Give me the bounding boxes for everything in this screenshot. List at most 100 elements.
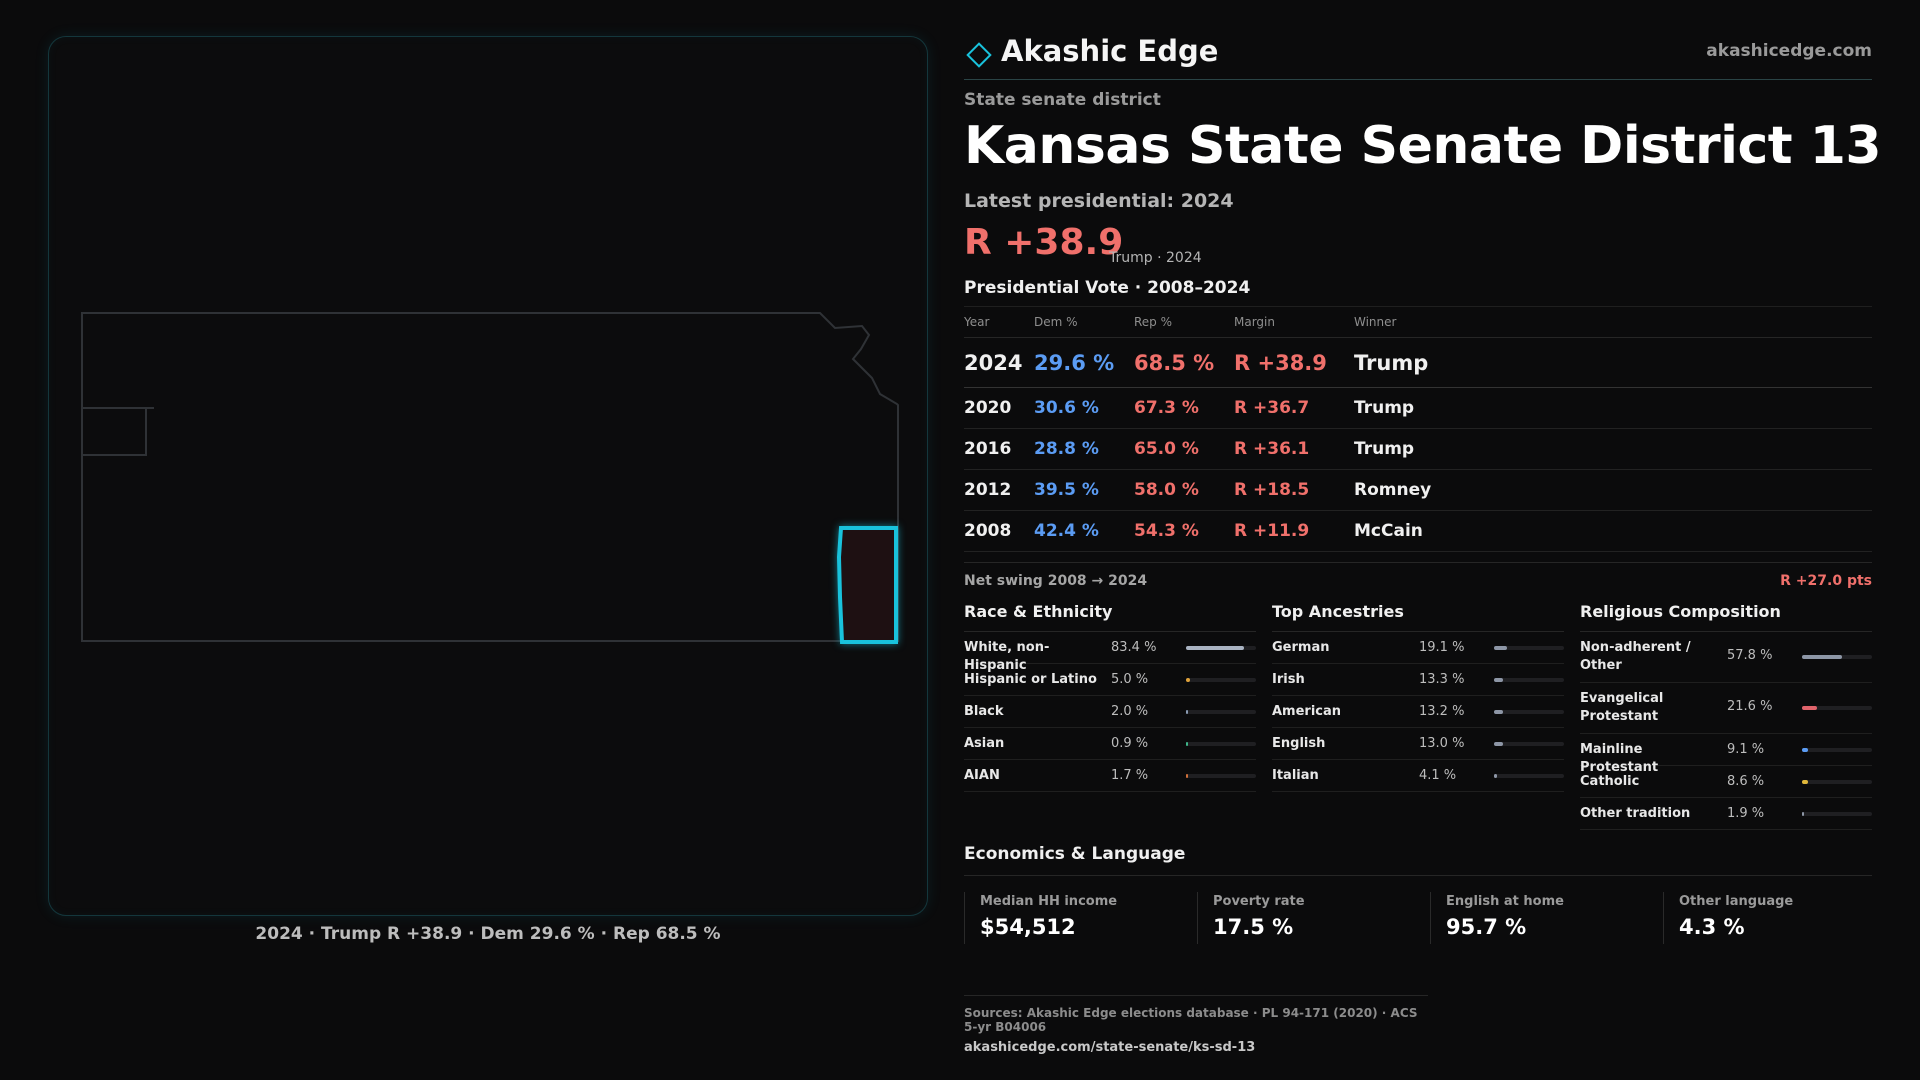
item-pct: 13.2 % bbox=[1419, 704, 1465, 719]
race-ethnicity-title: Race & Ethnicity bbox=[964, 602, 1256, 632]
item-label: Italian bbox=[1272, 768, 1319, 783]
item-bar bbox=[1186, 710, 1256, 714]
item-bar-fill bbox=[1802, 812, 1804, 816]
item-label: Non-adherent / Other bbox=[1580, 640, 1691, 673]
brand-url[interactable]: akashicedge.com bbox=[1706, 41, 1872, 61]
table-row: 2008 42.4 % 54.3 % R +11.9 McCain bbox=[964, 510, 1872, 552]
net-swing-label: Net swing 2008 → 2024 bbox=[964, 573, 1148, 589]
list-item: Hispanic or Latino 5.0 % bbox=[964, 664, 1256, 696]
header-margin: Margin bbox=[1234, 306, 1354, 338]
item-bar-fill bbox=[1186, 678, 1190, 682]
header-dem: Dem % bbox=[1034, 306, 1134, 338]
row-dem: 29.6 % bbox=[1034, 337, 1134, 388]
item-pct: 8.6 % bbox=[1727, 774, 1765, 789]
presidential-vote-table: Year Dem % Rep % Margin Winner 2024 29.6… bbox=[964, 306, 1872, 552]
item-bar bbox=[1494, 678, 1564, 682]
item-pct: 4.1 % bbox=[1419, 768, 1457, 783]
item-bar bbox=[1186, 742, 1256, 746]
econ-label: Other language bbox=[1679, 894, 1794, 909]
header-rep: Rep % bbox=[1134, 306, 1234, 338]
row-rep: 65.0 % bbox=[1134, 428, 1234, 470]
latest-margin: R +38.9 bbox=[964, 222, 1124, 263]
item-label: White, non-Hispanic bbox=[964, 640, 1050, 673]
item-pct: 2.0 % bbox=[1111, 704, 1149, 719]
econ-card-other-language: Other language 4.3 % bbox=[1663, 892, 1885, 944]
list-item: Italian 4.1 % bbox=[1272, 760, 1564, 792]
item-pct: 1.9 % bbox=[1727, 806, 1765, 821]
item-bar bbox=[1186, 774, 1256, 778]
item-bar-fill bbox=[1802, 655, 1843, 659]
row-year: 2024 bbox=[964, 337, 1034, 388]
item-bar-fill bbox=[1802, 706, 1818, 710]
econ-card-english: English at home 95.7 % bbox=[1430, 892, 1652, 944]
race-ethnicity-section: Race & Ethnicity White, non-Hispanic 83.4… bbox=[964, 602, 1256, 792]
row-winner: Trump bbox=[1354, 387, 1872, 429]
list-item: Irish 13.3 % bbox=[1272, 664, 1564, 696]
row-year: 2020 bbox=[964, 387, 1034, 429]
econ-label: English at home bbox=[1446, 894, 1564, 909]
item-bar bbox=[1186, 646, 1256, 650]
econ-value: 95.7 % bbox=[1446, 915, 1527, 939]
row-year: 2008 bbox=[964, 510, 1034, 552]
item-bar bbox=[1494, 710, 1564, 714]
religion-section: Religious Composition Non-adherent / Oth… bbox=[1580, 602, 1872, 830]
sources-footer: Sources: Akashic Edge elections database… bbox=[964, 995, 1428, 1055]
list-item: English 13.0 % bbox=[1272, 728, 1564, 760]
row-winner: McCain bbox=[1354, 510, 1872, 552]
item-bar bbox=[1802, 748, 1872, 752]
net-swing-value: R +27.0 pts bbox=[1780, 573, 1872, 589]
row-rep: 67.3 % bbox=[1134, 387, 1234, 429]
item-label: Evangelical Protestant bbox=[1580, 691, 1664, 724]
table-row: 2016 28.8 % 65.0 % R +36.1 Trump bbox=[964, 428, 1872, 470]
header-winner: Winner bbox=[1354, 306, 1872, 338]
brand-name: Akashic Edge bbox=[1001, 34, 1219, 68]
list-item: German 19.1 % bbox=[1272, 632, 1564, 664]
row-year: 2016 bbox=[964, 428, 1034, 470]
item-pct: 9.1 % bbox=[1727, 742, 1765, 757]
header: Akashic Edge akashicedge.com bbox=[964, 30, 1872, 80]
row-margin: R +36.7 bbox=[1234, 387, 1354, 429]
diamond-logo-icon bbox=[966, 42, 992, 68]
map-caption: 2024 · Trump R +38.9 · Dem 29.6 % · Rep … bbox=[255, 924, 721, 944]
sources-url[interactable]: akashicedge.com/state-senate/ks-sd-13 bbox=[964, 1040, 1256, 1055]
list-item: Catholic 8.6 % bbox=[1580, 766, 1872, 798]
row-rep: 58.0 % bbox=[1134, 469, 1234, 511]
item-label: Irish bbox=[1272, 672, 1305, 687]
item-label: American bbox=[1272, 704, 1342, 719]
row-margin: R +36.1 bbox=[1234, 428, 1354, 470]
ancestries-list: German 19.1 % Irish 13.3 % American 13.2 % Eng… bbox=[1272, 632, 1564, 792]
row-winner: Trump bbox=[1354, 337, 1872, 388]
item-bar bbox=[1802, 655, 1872, 659]
district-map[interactable] bbox=[48, 36, 928, 916]
row-dem: 28.8 % bbox=[1034, 428, 1134, 470]
item-pct: 21.6 % bbox=[1727, 699, 1773, 714]
item-bar bbox=[1802, 780, 1872, 784]
latest-margin-detail: Trump · 2024 bbox=[1109, 250, 1202, 266]
district-profile: Akashic Edge akashicedge.com State senat… bbox=[964, 0, 1882, 1080]
sources-text: Sources: Akashic Edge elections database… bbox=[964, 1006, 1418, 1034]
item-pct: 57.8 % bbox=[1727, 648, 1773, 663]
row-winner: Trump bbox=[1354, 428, 1872, 470]
kansas-map bbox=[81, 312, 899, 644]
econ-value: $54,512 bbox=[980, 915, 1076, 939]
item-pct: 83.4 % bbox=[1111, 640, 1157, 655]
econ-card-poverty: Poverty rate 17.5 % bbox=[1197, 892, 1419, 944]
table-row: 2020 30.6 % 67.3 % R +36.7 Trump bbox=[964, 387, 1872, 429]
item-label: Catholic bbox=[1580, 774, 1640, 789]
vote-table-title: Presidential Vote · 2008–2024 bbox=[964, 278, 1251, 298]
religion-list: Non-adherent / Other 57.8 % Evangelical Pr… bbox=[1580, 632, 1872, 830]
item-pct: 5.0 % bbox=[1111, 672, 1149, 687]
list-item: Other tradition 1.9 % bbox=[1580, 798, 1872, 830]
header-year: Year bbox=[964, 306, 1034, 338]
page-title: Kansas State Senate District 13 bbox=[964, 116, 1882, 176]
list-item: White, non-Hispanic 83.4 % bbox=[964, 632, 1256, 673]
list-item: Mainline Protestant 9.1 % bbox=[1580, 734, 1872, 775]
item-bar-fill bbox=[1186, 742, 1188, 746]
item-pct: 0.9 % bbox=[1111, 736, 1149, 751]
row-rep: 68.5 % bbox=[1134, 337, 1234, 388]
item-bar-fill bbox=[1186, 710, 1188, 714]
item-bar bbox=[1186, 678, 1256, 682]
row-margin: R +38.9 bbox=[1234, 337, 1354, 388]
list-item: AIAN 1.7 % bbox=[964, 760, 1256, 792]
race-ethnicity-list: White, non-Hispanic 83.4 % Hispanic or Lat… bbox=[964, 632, 1256, 792]
